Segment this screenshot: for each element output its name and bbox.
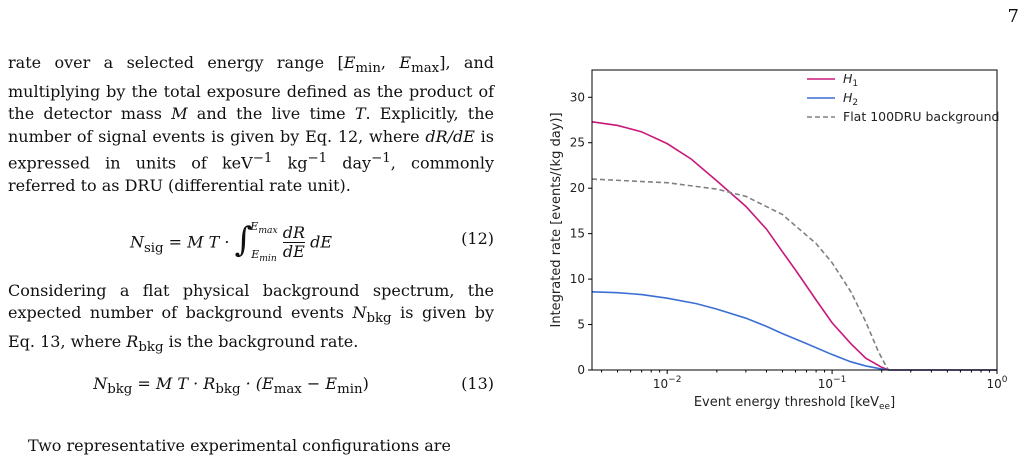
y-tick-label: 10: [570, 272, 585, 286]
x-tick-label: 100: [986, 375, 1007, 391]
x-tick-label: 10−2: [653, 375, 682, 391]
equation-13: Nbkg = M T · Rbkg · (Emax − Emin) (13): [93, 374, 494, 398]
plot-frame: [591, 69, 998, 371]
y-tick-label: 30: [570, 90, 585, 104]
threshold-rate-chart: 0 5 10 15 20 25 30 10−2 10−1 100 Event energy thre…: [537, 55, 1017, 415]
page-number: 7: [1007, 6, 1019, 27]
chart-svg: 0 5 10 15 20 25 30 10−2 10−1 100 Event energy thre…: [549, 69, 1008, 412]
x-axis-label: Event energy threshold [keVee]: [694, 395, 895, 412]
y-axis-label: Integrated rate [events/(kg day)]: [549, 112, 564, 327]
paragraph-exposure: rate over a selected energy range [Emin,…: [8, 53, 495, 196]
y-tick-label: 25: [570, 136, 585, 150]
series-line-2: [591, 291, 997, 371]
y-tick-label: 15: [570, 227, 585, 241]
legend-label-3: Flat 100DRU background: [843, 109, 999, 124]
equation-12: Nsig = M T · ∫ Emax Emin dR dE dE (12): [129, 219, 494, 264]
y-tick-label: 20: [570, 181, 585, 195]
paragraph-background: Considering a flat physical background s…: [8, 280, 494, 355]
legend-label-1: H1: [843, 71, 858, 89]
paragraph-configurations: Two representative experimental configur…: [28, 436, 451, 455]
text-column: rate over a selected energy range [Emin,…: [8, 52, 494, 409]
y-tick-label: 0: [577, 363, 585, 377]
x-tick-label: 10−1: [818, 375, 847, 391]
y-tick-label: 5: [577, 318, 585, 332]
series-line-3: [591, 178, 997, 371]
legend-label-2: H2: [843, 90, 858, 108]
series-line-1: [591, 121, 997, 371]
